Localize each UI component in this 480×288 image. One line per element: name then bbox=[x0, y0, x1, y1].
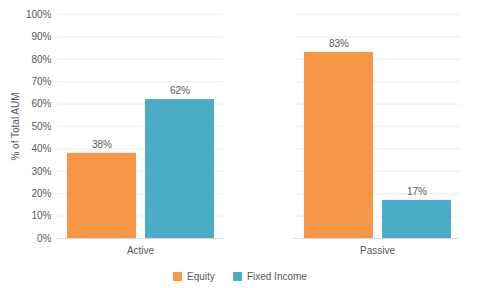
svg-text:10%: 10% bbox=[31, 210, 51, 221]
svg-text:80%: 80% bbox=[31, 54, 51, 65]
svg-text:0%: 0% bbox=[37, 233, 52, 244]
svg-text:60%: 60% bbox=[31, 98, 51, 109]
svg-text:30%: 30% bbox=[31, 166, 51, 177]
html-text:Equity: Equity bbox=[187, 270, 215, 282]
svg-text:62%: 62% bbox=[170, 85, 190, 96]
html-text:Fixed Income: Fixed Income bbox=[246, 270, 307, 282]
svg-text:40%: 40% bbox=[31, 143, 51, 154]
svg-text:17%: 17% bbox=[407, 186, 427, 197]
svg-text:Active: Active bbox=[127, 245, 155, 256]
svg-text:70%: 70% bbox=[31, 76, 51, 87]
svg-text:50%: 50% bbox=[31, 121, 51, 132]
svg-text:20%: 20% bbox=[31, 188, 51, 199]
svg-text:38%: 38% bbox=[92, 139, 112, 150]
svg-text:Passive: Passive bbox=[360, 245, 395, 256]
svg-text:90%: 90% bbox=[31, 31, 51, 42]
svg-text:100%: 100% bbox=[26, 9, 52, 20]
svg-text:% of Total AUM: % of Total AUM bbox=[10, 92, 21, 160]
svg-text:83%: 83% bbox=[329, 38, 349, 49]
